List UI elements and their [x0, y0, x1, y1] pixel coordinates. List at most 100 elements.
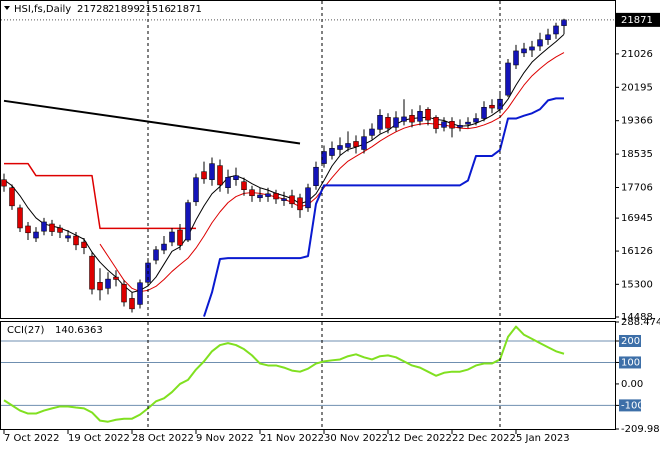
candle-body [113, 276, 119, 280]
candle-body [169, 231, 175, 243]
candle-body [369, 128, 375, 136]
candle-body [305, 187, 311, 209]
level-label-box [619, 399, 641, 412]
candle-body [289, 195, 295, 205]
candle-body [537, 39, 543, 47]
candle-body [1, 179, 7, 187]
x-tick-label: 19 Oct 2022 [68, 433, 130, 444]
candle-body [81, 241, 87, 248]
candle-body [505, 62, 511, 96]
candle-body [385, 117, 391, 129]
candle-body [17, 207, 23, 229]
candle-body [433, 117, 439, 129]
candle-body [393, 117, 399, 128]
candle-body [489, 104, 495, 109]
candle-body [441, 121, 447, 128]
candle-body [449, 121, 455, 129]
candle-body [153, 249, 159, 261]
y-tick-label: 16126 [621, 246, 653, 257]
x-tick-label: 30 Nov 2022 [324, 433, 388, 444]
candle-body [217, 165, 223, 186]
level-label-box [619, 334, 641, 347]
candle-body [529, 46, 535, 51]
candle-body [553, 25, 559, 35]
x-tick-label: 7 Oct 2022 [4, 433, 59, 444]
overlay-line [99, 52, 565, 293]
candle-body [209, 163, 215, 180]
y-tick-label: 21026 [621, 49, 653, 60]
candle-body [185, 202, 191, 241]
y-tick-label: 16945 [621, 213, 653, 224]
candle-body [97, 282, 103, 291]
period-separators [147, 1, 501, 429]
ohlc-low: 21516 [139, 4, 171, 15]
candle-body [257, 194, 263, 199]
y-tick-label: 17706 [621, 182, 653, 193]
y-tick-label: 0.00 [621, 379, 643, 390]
candle-body [297, 197, 303, 211]
collapse-arrow [4, 6, 10, 10]
candle-body [345, 143, 351, 148]
candle-body [193, 177, 199, 203]
candle-body [65, 235, 71, 239]
candle-body [177, 229, 183, 246]
current-price-label: 21871 [621, 15, 653, 26]
y-tick-label: 288.4747 [621, 317, 660, 328]
y-tick-label: 18535 [621, 149, 653, 160]
candle-body [513, 50, 519, 66]
x-tick-label: 28 Oct 2022 [132, 433, 194, 444]
candle-body [377, 115, 383, 130]
candle-body [33, 231, 39, 239]
candle-body [281, 198, 287, 201]
overlay-line [203, 97, 564, 317]
candle-body [57, 227, 63, 233]
y-tick-label: -100 [621, 400, 644, 411]
y-tick-label: -209.9875 [621, 424, 660, 435]
x-tick-label: 22 Dec 2022 [452, 433, 516, 444]
candle-body [249, 189, 255, 197]
candle-body [233, 175, 239, 180]
indicator-title: CCI(27) [7, 325, 45, 336]
candle-body [353, 141, 359, 147]
candle-body [129, 298, 135, 310]
x-tick-label: 5 Jan 2023 [516, 433, 570, 444]
candle-body [201, 171, 207, 180]
x-tick-label: 12 Dec 2022 [388, 433, 452, 444]
candle-body [521, 48, 527, 54]
plot-layers [1, 18, 615, 423]
ohlc-open: 21728 [77, 4, 109, 15]
candle-body [121, 284, 127, 303]
candle-body [41, 221, 47, 232]
candle-body [481, 106, 487, 119]
candle-body [89, 255, 95, 290]
candle-body [409, 115, 415, 123]
y-tick-label: 19366 [621, 116, 653, 127]
candle-body [425, 109, 431, 121]
y-tick-label: 14488 [621, 312, 653, 323]
candle-body [313, 166, 319, 186]
candle-body [337, 145, 343, 150]
indicator-frame [0, 321, 616, 430]
candle-body [329, 148, 335, 156]
candle-body [417, 111, 423, 122]
overlay-line [4, 162, 196, 230]
level-label-box [619, 356, 641, 369]
candle-body [561, 19, 567, 26]
indicator-line [3, 325, 565, 423]
candle-body [73, 235, 79, 246]
chart-title: HSI,fs,Daily [14, 4, 71, 15]
y-tick-label: 200 [621, 336, 640, 347]
y-tick-label: 20195 [621, 82, 653, 93]
candle-body [161, 243, 167, 251]
candle-body [361, 136, 367, 150]
candle-body [401, 116, 407, 122]
candle-body [241, 181, 247, 190]
candle-body [49, 223, 55, 232]
candle-body [273, 193, 279, 200]
candle-body [225, 177, 231, 188]
x-tick-label: 21 Nov 2022 [260, 433, 324, 444]
x-tick-label: 9 Nov 2022 [196, 433, 254, 444]
